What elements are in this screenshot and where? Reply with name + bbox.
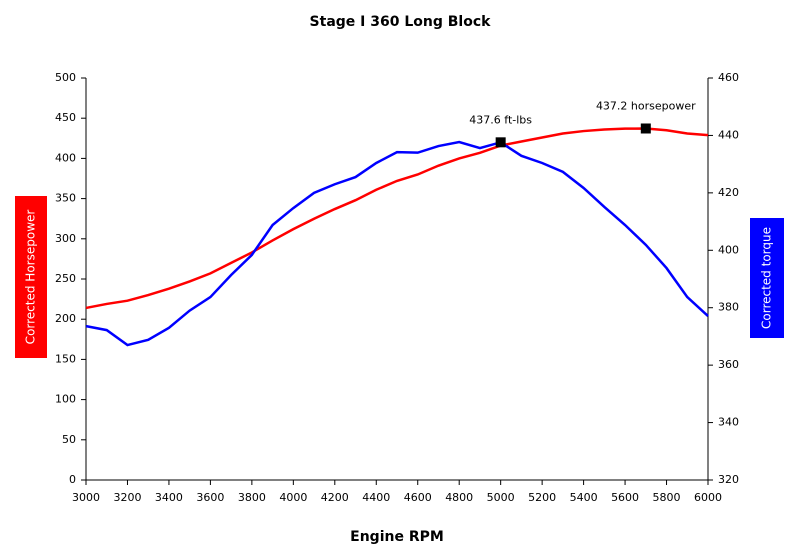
x-tick-label: 5400	[570, 491, 598, 504]
x-tick-label: 5200	[528, 491, 556, 504]
y2-tick-label: 460	[718, 71, 739, 84]
y2-axis-title: Corrected torque	[760, 227, 774, 329]
y2-axis-title-box	[750, 218, 784, 338]
chart-title: Stage I 360 Long Block	[310, 14, 492, 30]
x-tick-label: 3600	[196, 491, 224, 504]
y-tick-label: 350	[55, 192, 76, 205]
y2-tick-label: 320	[718, 473, 739, 486]
y2-tick-label: 380	[718, 301, 739, 314]
x-tick-label: 4000	[279, 491, 307, 504]
annotation-marker	[640, 123, 651, 134]
y-tick-label: 300	[55, 232, 76, 245]
line-series	[85, 127, 709, 310]
annotation-marker	[495, 137, 506, 148]
y2-tick-label: 420	[718, 186, 739, 199]
annotation-label: 437.6 ft-lbs	[469, 113, 532, 126]
x-tick-label: 5600	[611, 491, 639, 504]
x-tick-label: 4400	[362, 491, 390, 504]
y2-tick-label: 340	[718, 416, 739, 429]
x-axis-title: Engine RPM	[350, 529, 444, 545]
y-tick-label: 150	[55, 352, 76, 365]
x-tick-label: 6000	[694, 491, 722, 504]
y-tick-label: 450	[55, 111, 76, 124]
x-tick-label: 4600	[404, 491, 432, 504]
y-axis-title: Corrected Horsepower	[24, 210, 38, 345]
x-tick-label: 4800	[445, 491, 473, 504]
y-tick-label: 100	[55, 393, 76, 406]
y-tick-label: 0	[69, 473, 76, 486]
y2-tick-label: 440	[718, 128, 739, 141]
x-tick-label: 3000	[72, 491, 100, 504]
annotation-label: 437.2 horsepower	[596, 99, 696, 112]
y-axis-title-box	[15, 196, 47, 358]
y-tick-label: 250	[55, 272, 76, 285]
y2-tick-label: 400	[718, 243, 739, 256]
y-tick-label: 200	[55, 312, 76, 325]
x-tick-label: 3800	[238, 491, 266, 504]
y-tick-label: 500	[55, 71, 76, 84]
x-tick-label: 3400	[155, 491, 183, 504]
x-tick-label: 5800	[653, 491, 681, 504]
y2-tick-label: 360	[718, 358, 739, 371]
x-tick-label: 4200	[321, 491, 349, 504]
y-tick-label: 50	[62, 433, 76, 446]
x-tick-label: 3200	[113, 491, 141, 504]
x-tick-label: 5000	[487, 491, 515, 504]
y-tick-label: 400	[55, 151, 76, 164]
line-series	[85, 140, 709, 347]
